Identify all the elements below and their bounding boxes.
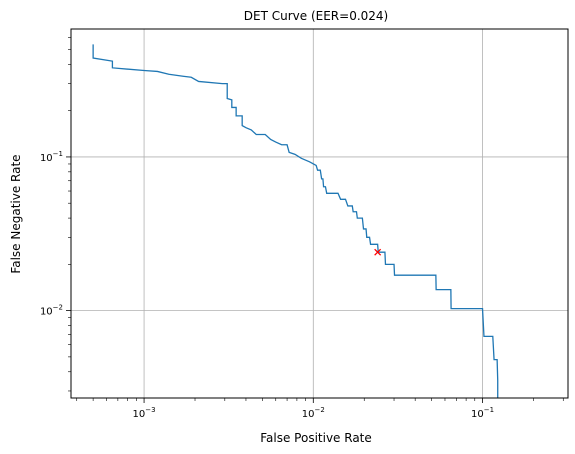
- x-tick-label: 10−1: [471, 406, 494, 420]
- x-tick-label: 10−3: [133, 406, 156, 420]
- eer-marker: [374, 248, 382, 256]
- y-tick-label: 10−2: [40, 304, 63, 318]
- y-axis-label: False Negative Rate: [9, 154, 23, 273]
- x-tick-label: 10−2: [302, 406, 325, 420]
- y-tick-label: 10−1: [40, 150, 63, 164]
- chart-title: DET Curve (EER=0.024): [244, 9, 388, 23]
- eer-marker-stroke: [374, 248, 382, 256]
- x-axis-label: False Positive Rate: [260, 431, 372, 445]
- series-group: [92, 44, 499, 398]
- axes-frame: [70, 28, 569, 399]
- det-curve-line: [92, 44, 499, 398]
- grid-lines: [71, 29, 568, 398]
- tick-group: 10−3 10−2 10−1 10−2 10−1: [40, 37, 564, 420]
